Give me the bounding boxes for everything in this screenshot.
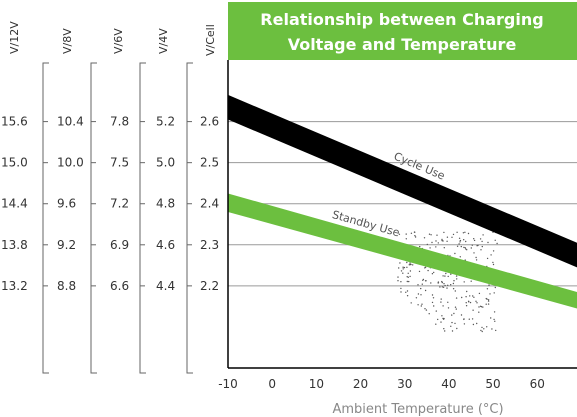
y-tick-label-v6v: 7.5 <box>110 156 129 170</box>
y-tick-label-v4v: 4.4 <box>156 279 175 293</box>
title-banner <box>228 2 577 60</box>
series-band-cycle-use <box>228 94 577 268</box>
y-tick-label-cell: 2.5 <box>200 156 219 170</box>
chart-title-line-1: Relationship between Charging <box>260 10 543 29</box>
y-tick-label-v12v: 13.8 <box>1 238 28 252</box>
y-tick-label-cell: 2.3 <box>200 238 219 252</box>
x-tick-label: 60 <box>530 377 545 391</box>
y-tick-label-v4v: 5.0 <box>156 156 175 170</box>
y-tick-label-cell: 2.6 <box>200 115 219 129</box>
axis-label-cell: V/Cell <box>204 24 217 56</box>
y-tick-label-v8v: 9.6 <box>57 197 76 211</box>
x-tick-label: 20 <box>353 377 368 391</box>
bracket-6v <box>139 62 146 374</box>
axis-brackets <box>42 62 193 374</box>
series-band-standby-use <box>228 193 577 309</box>
bracket-4v <box>186 62 193 374</box>
x-tick-label: 50 <box>485 377 500 391</box>
axis-label-12v: V/12V <box>8 21 21 54</box>
axis-label-4v: V/4V <box>157 28 170 54</box>
chart-title-line-2: Voltage and Temperature <box>288 35 517 54</box>
x-axis-label: Ambient Temperature (°C) <box>332 402 503 417</box>
y-tick-label-v6v: 7.2 <box>110 197 129 211</box>
bracket-8v <box>90 62 97 374</box>
y-tick-label-v4v: 4.8 <box>156 197 175 211</box>
x-tick-label: -10 <box>218 377 238 391</box>
y-tick-label-v12v: 14.4 <box>1 197 28 211</box>
y-tick-label-cell: 2.2 <box>200 279 219 293</box>
y-tick-label-v6v: 7.8 <box>110 115 129 129</box>
x-tick-label: 10 <box>309 377 324 391</box>
y-tick-label-v12v: 15.0 <box>1 156 28 170</box>
y-tick-label-v8v: 10.0 <box>57 156 84 170</box>
x-tick-label: 40 <box>441 377 456 391</box>
y-tick-label-v4v: 4.6 <box>156 238 175 252</box>
y-tick-label-v6v: 6.9 <box>110 238 129 252</box>
y-tick-label-v8v: 10.4 <box>57 115 84 129</box>
bracket-12v <box>42 62 49 374</box>
y-tick-label-v8v: 8.8 <box>57 279 76 293</box>
tick-labels: -10 0 10 20 30 40 50 60 2.6 2.5 2.4 2.3 2.2 15.6 15.0 1… <box>1 115 545 391</box>
y-tick-label-v8v: 9.2 <box>57 238 76 252</box>
y-tick-label-v12v: 15.6 <box>1 115 28 129</box>
y-tick-label-v4v: 5.2 <box>156 115 175 129</box>
y-tick-label-cell: 2.4 <box>200 197 219 211</box>
axis-label-6v: V/6V <box>112 28 125 54</box>
y-tick-label-v12v: 13.2 <box>1 279 28 293</box>
x-tick-label: 30 <box>397 377 412 391</box>
y-tick-label-v6v: 6.6 <box>110 279 129 293</box>
axis-label-8v: V/8V <box>61 28 74 54</box>
x-tick-label: 0 <box>268 377 276 391</box>
